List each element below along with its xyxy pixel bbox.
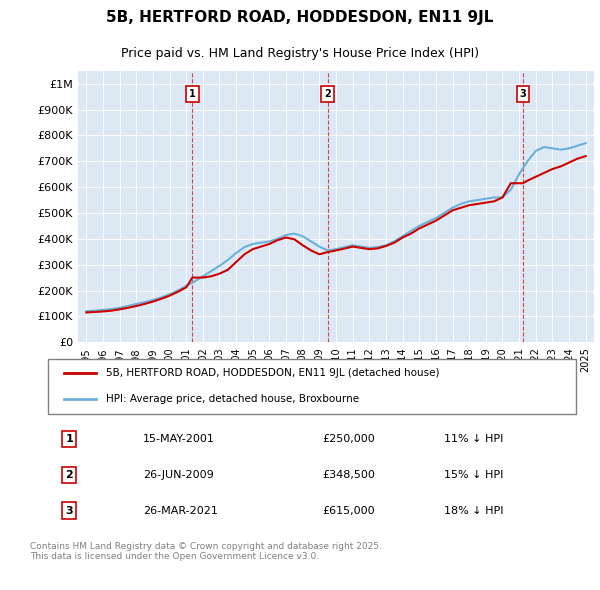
Text: HPI: Average price, detached house, Broxbourne: HPI: Average price, detached house, Brox… bbox=[106, 395, 359, 404]
Text: 1: 1 bbox=[65, 434, 73, 444]
Text: 18% ↓ HPI: 18% ↓ HPI bbox=[444, 506, 503, 516]
Text: Contains HM Land Registry data © Crown copyright and database right 2025.
This d: Contains HM Land Registry data © Crown c… bbox=[30, 542, 382, 561]
Text: 1: 1 bbox=[189, 89, 196, 99]
Text: Price paid vs. HM Land Registry's House Price Index (HPI): Price paid vs. HM Land Registry's House … bbox=[121, 47, 479, 60]
Text: £250,000: £250,000 bbox=[323, 434, 376, 444]
Text: 15% ↓ HPI: 15% ↓ HPI bbox=[444, 470, 503, 480]
Text: 3: 3 bbox=[65, 506, 73, 516]
Text: 2: 2 bbox=[65, 470, 73, 480]
Text: £348,500: £348,500 bbox=[323, 470, 376, 480]
Text: 26-JUN-2009: 26-JUN-2009 bbox=[143, 470, 214, 480]
Text: 5B, HERTFORD ROAD, HODDESDON, EN11 9JL: 5B, HERTFORD ROAD, HODDESDON, EN11 9JL bbox=[106, 10, 494, 25]
Text: 5B, HERTFORD ROAD, HODDESDON, EN11 9JL (detached house): 5B, HERTFORD ROAD, HODDESDON, EN11 9JL (… bbox=[106, 369, 440, 378]
Text: 11% ↓ HPI: 11% ↓ HPI bbox=[444, 434, 503, 444]
Text: 3: 3 bbox=[520, 89, 526, 99]
Text: 26-MAR-2021: 26-MAR-2021 bbox=[143, 506, 218, 516]
Text: £615,000: £615,000 bbox=[323, 506, 375, 516]
Text: 2: 2 bbox=[324, 89, 331, 99]
FancyBboxPatch shape bbox=[48, 359, 576, 414]
Text: 15-MAY-2001: 15-MAY-2001 bbox=[143, 434, 215, 444]
